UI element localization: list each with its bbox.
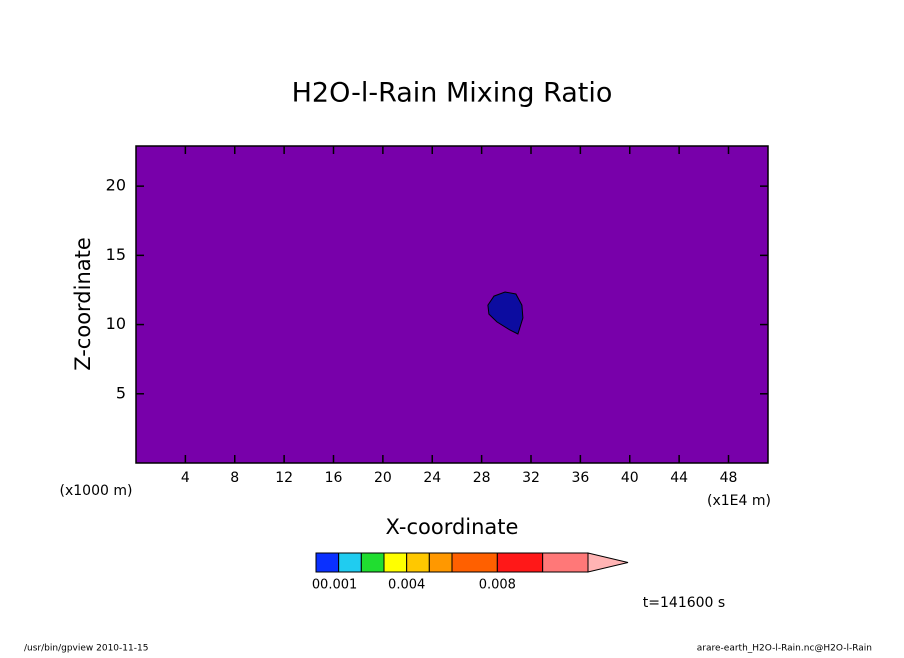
y-tick-label: 5 xyxy=(116,383,126,402)
colorbar-tick-label: 0.004 xyxy=(388,578,425,593)
contour-region xyxy=(487,291,524,335)
plot-frame xyxy=(135,145,769,464)
footer-right: arare-earth_H2O-l-Rain.nc@H2O-l-Rain xyxy=(697,644,872,654)
x-unit: (x1E4 m) xyxy=(707,493,771,509)
colorbar-box xyxy=(338,552,362,573)
x-tick-label: 12 xyxy=(275,470,293,486)
colorbar-box xyxy=(406,552,430,573)
chart-title: H2O-l-Rain Mixing Ratio xyxy=(292,78,613,109)
colorbar-box xyxy=(360,552,385,573)
annotation: t=141600 s xyxy=(643,595,725,611)
y-tick-label: 15 xyxy=(106,245,126,264)
y-unit: (x1000 m) xyxy=(60,483,133,499)
x-tick-label: 4 xyxy=(181,470,190,486)
colorbar-box xyxy=(451,552,498,573)
colorbar-box xyxy=(315,552,340,573)
footer-left: /usr/bin/gpview 2010-11-15 xyxy=(24,644,148,654)
colorbar-box xyxy=(542,552,589,573)
colorbar-box xyxy=(496,552,544,573)
y-axis-label: Z-coordinate xyxy=(71,237,95,371)
x-tick-label: 48 xyxy=(720,470,738,486)
x-axis-label: X-coordinate xyxy=(386,515,519,539)
x-tick-label: 24 xyxy=(423,470,441,486)
y-tick-label: 20 xyxy=(106,176,126,195)
colorbar-extend xyxy=(587,552,629,573)
x-tick-label: 44 xyxy=(670,470,688,486)
colorbar-tick-label: 0.008 xyxy=(479,578,516,593)
plot-background xyxy=(136,146,768,463)
x-tick-label: 16 xyxy=(325,470,343,486)
colorbar-box xyxy=(383,552,408,573)
x-tick-label: 20 xyxy=(374,470,392,486)
colorbar-box xyxy=(428,552,453,573)
y-tick-label: 10 xyxy=(106,314,126,333)
x-tick-label: 28 xyxy=(473,470,491,486)
x-tick-label: 36 xyxy=(571,470,589,486)
x-tick-label: 40 xyxy=(621,470,639,486)
x-tick-label: 32 xyxy=(522,470,540,486)
colorbar-tick-label: 0.001 xyxy=(320,578,357,593)
colorbar-tick-label: 0 xyxy=(312,578,320,593)
x-tick-label: 8 xyxy=(230,470,239,486)
